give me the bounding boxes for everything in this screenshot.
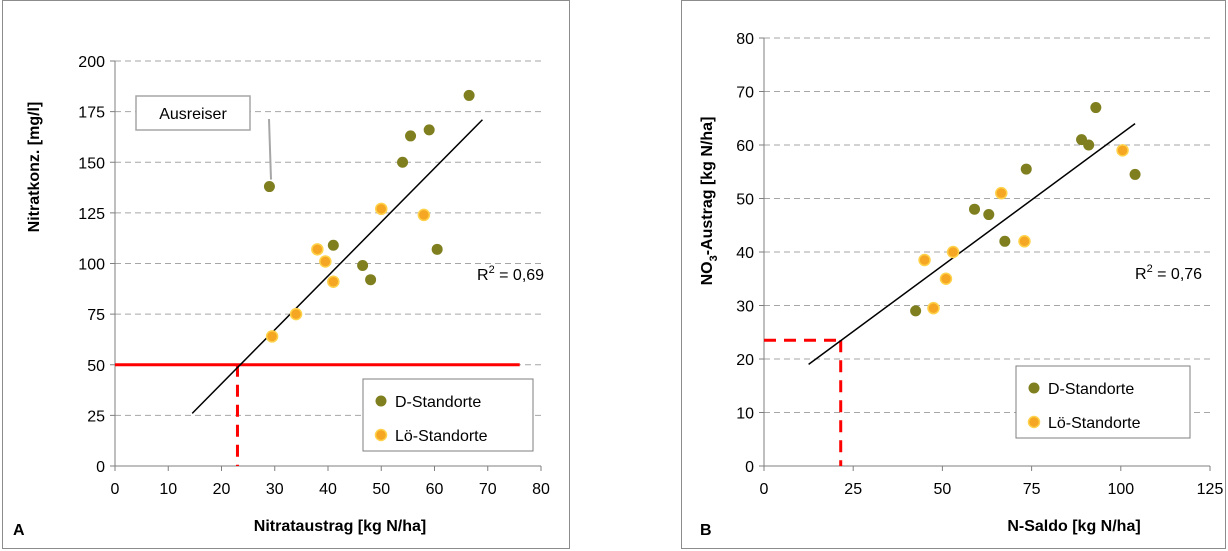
y-tick-label: 100	[78, 257, 105, 274]
y-tick-label: 50	[87, 358, 105, 375]
y-tick-label: 125	[78, 206, 105, 223]
data-point-d-standorte	[983, 209, 995, 221]
chart-panel-a: 0 25 50 75 100 125 150 175 200 0 10 20 30 40 50 60 70 80 R…	[2, 0, 570, 549]
data-point-d-standorte	[969, 203, 981, 215]
x-tick-label: 40	[319, 481, 337, 498]
y-tick-label: 75	[87, 307, 105, 324]
data-point-d-standorte	[423, 124, 435, 136]
x-tick-label: 125	[1197, 481, 1224, 498]
y-axis-title: Nitratkonz. [mg/l]	[26, 102, 43, 233]
x-axis-title: N-Saldo [kg N/ha]	[1007, 518, 1140, 535]
data-point-d-standorte	[327, 239, 339, 251]
x-tick-label: 60	[426, 481, 444, 498]
panel-label: A	[13, 522, 25, 539]
x-tick-label: 30	[266, 481, 284, 498]
legend-label: D-Standorte	[1048, 381, 1134, 398]
annotation-text: Ausreiser	[159, 106, 227, 123]
data-point-loe-standorte	[995, 186, 1008, 200]
chart-panel-b: 0 10 20 30 40 50 60 70 80 0 25 50 75 100 125 R2 = 0,76 D…	[681, 0, 1226, 549]
x-tick-label: 0	[111, 481, 120, 498]
x-axis-title: Nitrataustrag [kg N/ha]	[254, 518, 426, 535]
data-point-d-standorte	[1020, 163, 1032, 175]
x-tick-label: 100	[1107, 481, 1134, 498]
trendline	[808, 122, 1136, 365]
chart-a-svg: 0 25 50 75 100 125 150 175 200 0 10 20 30 40 50 60 70 80 R…	[13, 54, 550, 539]
x-tick-label: 20	[213, 481, 231, 498]
y-tick-label: 20	[736, 352, 754, 369]
x-tick-label: 50	[934, 481, 952, 498]
x-tick-label: 75	[1023, 481, 1041, 498]
data-point-d-standorte	[463, 89, 475, 101]
legend-label: D-Standorte	[395, 394, 481, 411]
x-tick-label: 80	[532, 481, 550, 498]
r-squared-label: R2 = 0,76	[1135, 263, 1202, 283]
y-tick-label: 175	[78, 105, 105, 122]
data-point-loe-standorte	[1116, 144, 1129, 157]
y-tick-label: 150	[78, 155, 105, 172]
data-point-loe-standorte	[927, 301, 940, 315]
data-point-loe-standorte	[939, 272, 953, 285]
x-tick-label: 10	[159, 481, 177, 498]
legend-marker	[374, 428, 388, 442]
y-tick-label: 70	[736, 85, 754, 102]
y-tick-label: 30	[736, 299, 754, 316]
data-point-loe-standorte	[327, 275, 340, 288]
y-tick-label: 80	[736, 31, 754, 48]
data-point-d-standorte	[405, 130, 417, 142]
data-point-loe-standorte	[289, 307, 303, 321]
x-tick-label: 50	[372, 481, 390, 498]
data-point-loe-standorte	[946, 245, 960, 259]
data-point-loe-standorte	[319, 255, 332, 268]
data-point-loe-standorte	[918, 253, 931, 267]
y-tick-label: 0	[96, 459, 105, 476]
y-tick-label: 25	[87, 408, 105, 425]
r-squared-label: R2 = 0,69	[477, 264, 544, 284]
data-point-d-standorte	[999, 235, 1011, 247]
annotation-box	[135, 95, 251, 131]
x-tick-label: 70	[479, 481, 497, 498]
trendline	[191, 119, 483, 414]
data-point-d-standorte	[263, 181, 275, 193]
data-point-loe-standorte	[311, 243, 324, 256]
legend-box	[362, 378, 534, 452]
data-point-loe-standorte	[417, 208, 431, 222]
data-point-d-standorte	[397, 156, 409, 168]
legend-box	[1015, 365, 1191, 439]
legend-marker	[1028, 382, 1040, 394]
legend-marker	[1027, 415, 1041, 429]
legend-marker	[375, 395, 387, 407]
y-tick-label: 60	[736, 138, 754, 155]
data-point-d-standorte	[431, 243, 443, 255]
data-point-d-standorte	[1090, 102, 1102, 114]
x-tick-label: 25	[844, 481, 862, 498]
y-tick-label: 10	[736, 406, 754, 423]
data-point-d-standorte	[910, 305, 922, 317]
y-tick-label: 40	[736, 245, 754, 262]
data-point-d-standorte	[1083, 139, 1095, 151]
data-point-d-standorte	[365, 274, 377, 286]
x-tick-label: 0	[760, 481, 769, 498]
y-tick-label: 200	[78, 54, 105, 71]
legend-label: Lö-Standorte	[1048, 415, 1141, 432]
panel-label: B	[700, 522, 712, 539]
y-axis-title: NO3-Austrag [kg N/ha]	[699, 117, 720, 286]
data-point-d-standorte	[357, 260, 369, 272]
annotation-leader	[268, 118, 272, 180]
data-point-loe-standorte	[265, 330, 279, 343]
legend-label: Lö-Standorte	[395, 428, 488, 445]
y-tick-label: 50	[736, 192, 754, 209]
y-tick-label: 0	[745, 459, 754, 476]
data-point-d-standorte	[1129, 168, 1141, 180]
chart-b-svg: 0 10 20 30 40 50 60 70 80 0 25 50 75 100 125 R2 = 0,76 D…	[699, 31, 1224, 539]
data-point-loe-standorte	[375, 202, 388, 216]
data-point-loe-standorte	[1018, 235, 1031, 248]
